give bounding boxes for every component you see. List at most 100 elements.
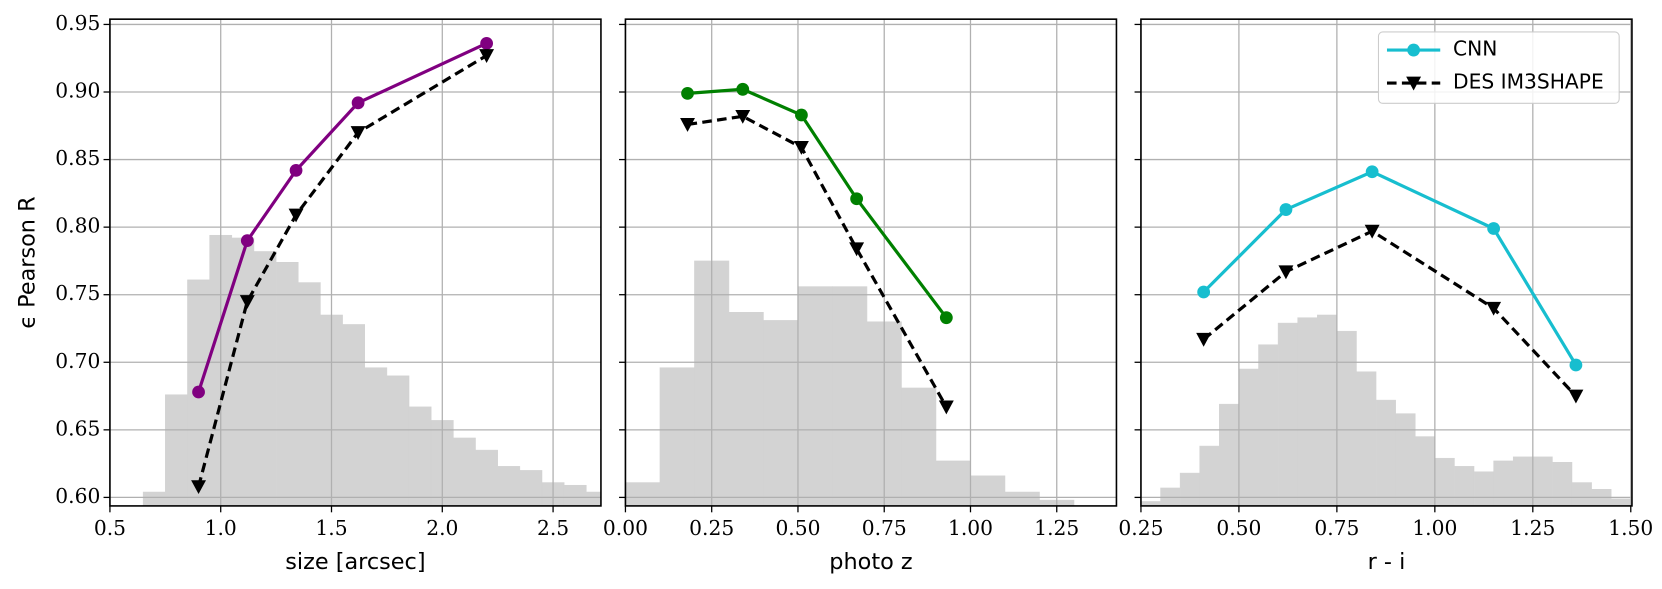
y-tick-label: 0.80 [55, 214, 100, 238]
point [793, 141, 809, 155]
hist-bar [832, 286, 868, 506]
y-tick-label: 0.95 [55, 11, 100, 35]
hist-bar [253, 251, 277, 506]
hist-bar [1004, 491, 1040, 506]
point [1196, 332, 1212, 347]
hist-bar [1414, 436, 1436, 506]
hist-bar [1512, 456, 1534, 506]
hist-bar [275, 262, 299, 506]
hist-bar [935, 460, 971, 506]
x-tick-label: 1.25 [1034, 516, 1079, 540]
histogram [1140, 314, 1632, 506]
hist-bar [763, 320, 799, 506]
x-tick-label: 2.5 [537, 516, 569, 540]
hist-bar [142, 491, 166, 506]
x-axis-label: r - i [1368, 549, 1406, 575]
x-tick-label: 1.0 [205, 516, 237, 540]
point [192, 385, 205, 399]
series [681, 82, 953, 325]
point [1278, 265, 1294, 280]
y-tick-label: 0.85 [55, 146, 100, 170]
point [239, 295, 255, 309]
point [1197, 285, 1211, 299]
hist-bar [901, 387, 937, 506]
point [191, 480, 207, 495]
point [1364, 224, 1380, 239]
hist-bar [1356, 371, 1377, 506]
hist-bar [1317, 314, 1338, 506]
hist-bar [1336, 330, 1357, 506]
series-line [1202, 169, 1578, 366]
plot-frame [109, 18, 602, 507]
point [849, 242, 865, 257]
x-tick-label: 1.50 [1608, 516, 1653, 540]
legend-label: CNN [1453, 37, 1497, 61]
x-tick-label: 0.50 [775, 516, 820, 540]
plot-frame [1140, 18, 1633, 507]
hist-bar [1375, 399, 1396, 506]
hist-bar [364, 367, 388, 506]
x-tick-label: 1.00 [948, 516, 993, 540]
hist-bar [1610, 498, 1632, 506]
series [192, 36, 493, 399]
hist-bar [165, 394, 188, 506]
hist-bar [497, 466, 521, 506]
hist-bar [1395, 413, 1416, 506]
point [850, 192, 864, 206]
point [1365, 165, 1379, 179]
hist-bar [970, 475, 1006, 506]
panel: 0.25 0.50 0.75 1.00 1.25 1.50 r - i CNN DES IM3S… [1118, 18, 1653, 575]
hist-bar [1258, 344, 1279, 506]
x-tick-label: 0.50 [1216, 516, 1261, 540]
point [351, 96, 365, 110]
point [736, 82, 750, 96]
hist-bar [1179, 472, 1200, 506]
point [289, 163, 303, 177]
legend: CNN DES IM3SHAPE [1377, 31, 1620, 104]
hist-bar [586, 491, 601, 506]
point [681, 86, 694, 100]
x-axis-label: size [arcsec] [285, 549, 425, 575]
x-tick-label: 0.25 [1118, 516, 1163, 540]
hist-bar [1219, 403, 1240, 506]
y-tick-label: 0.60 [55, 484, 100, 508]
point [1279, 203, 1293, 216]
series [1196, 224, 1584, 404]
hist-bar [1277, 322, 1298, 506]
hist-bar [386, 375, 410, 506]
hist-bar [298, 282, 321, 506]
hist-bar [1552, 462, 1573, 506]
y-tick-label: 0.75 [55, 281, 100, 305]
point [939, 311, 953, 325]
point [350, 126, 366, 141]
hist-bar [453, 437, 476, 506]
y-axis-label: ϵ Pearson R [14, 196, 40, 328]
hist-bar [519, 470, 543, 506]
hist-bar [1473, 471, 1494, 506]
x-axis-label: photo z [829, 549, 912, 575]
legend-marker [1406, 76, 1422, 91]
y-tick-label: 0.90 [55, 79, 100, 103]
hist-bar [408, 406, 432, 506]
hist-bar [659, 367, 695, 506]
hist-bar [625, 482, 661, 506]
hist-bar [1493, 460, 1514, 506]
hist-bar [342, 324, 366, 506]
panel: 0.5 1.0 1.5 2.0 2.5 0.60 0.65 0.70 0.75 0.80 0.85 0… [14, 11, 602, 575]
hist-bar [1571, 482, 1592, 506]
x-tick-label: 2.0 [426, 516, 458, 540]
plot-frame [624, 18, 1118, 507]
hist-bar [1532, 456, 1553, 506]
hist-bar [728, 312, 764, 506]
point [795, 108, 808, 122]
point [938, 400, 954, 415]
histogram [625, 260, 1075, 506]
point [1486, 301, 1502, 316]
hist-bar [1297, 317, 1318, 506]
panel: 0.00 0.25 0.50 0.75 1.00 1.25 photo z [603, 18, 1118, 575]
point [480, 36, 493, 50]
point [1487, 222, 1501, 235]
histogram [142, 234, 601, 506]
point [1568, 389, 1584, 404]
